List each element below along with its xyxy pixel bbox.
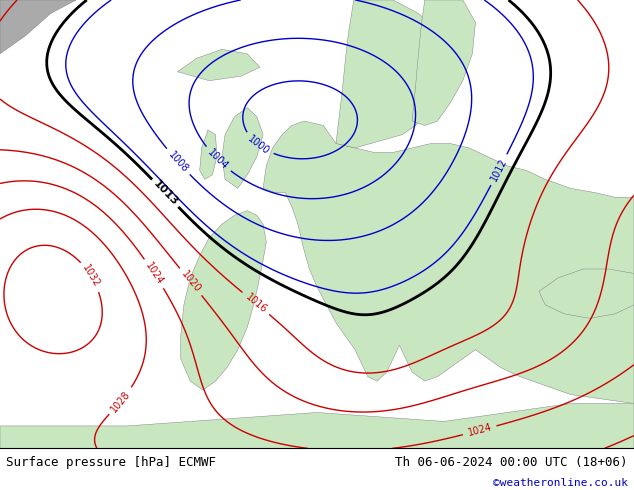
- Text: 1000: 1000: [246, 133, 271, 156]
- Text: 1024: 1024: [143, 261, 165, 287]
- Polygon shape: [222, 108, 263, 188]
- Text: 1016: 1016: [243, 292, 268, 315]
- Text: 1013: 1013: [151, 179, 179, 208]
- Text: 1008: 1008: [166, 149, 190, 174]
- Polygon shape: [539, 269, 634, 319]
- Text: 1004: 1004: [205, 147, 230, 172]
- Polygon shape: [336, 0, 444, 148]
- Text: Th 06-06-2024 00:00 UTC (18+06): Th 06-06-2024 00:00 UTC (18+06): [395, 456, 628, 469]
- Polygon shape: [181, 211, 266, 390]
- Text: 1028: 1028: [109, 389, 133, 414]
- Polygon shape: [412, 0, 476, 125]
- Polygon shape: [200, 130, 217, 179]
- Polygon shape: [178, 49, 260, 81]
- Text: Surface pressure [hPa] ECMWF: Surface pressure [hPa] ECMWF: [6, 456, 216, 469]
- Text: 1012: 1012: [489, 156, 509, 183]
- Text: 1024: 1024: [467, 422, 493, 439]
- Polygon shape: [0, 0, 76, 54]
- Polygon shape: [263, 121, 634, 404]
- Text: 1032: 1032: [81, 263, 102, 290]
- Polygon shape: [0, 404, 634, 448]
- Text: ©weatheronline.co.uk: ©weatheronline.co.uk: [493, 477, 628, 488]
- Text: 1020: 1020: [179, 269, 202, 294]
